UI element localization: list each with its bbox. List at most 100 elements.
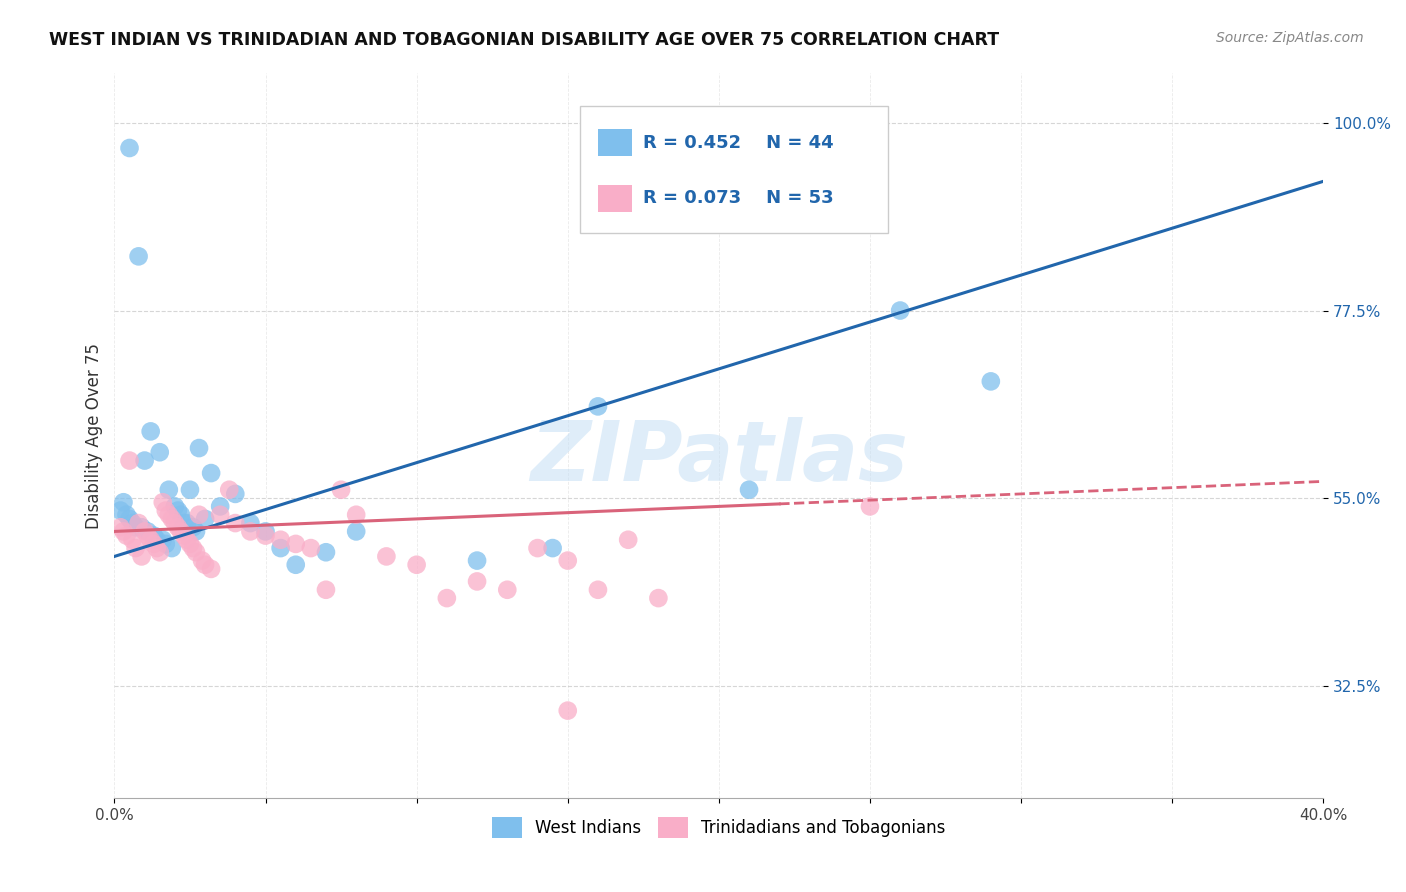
Point	[142, 528, 165, 542]
Point	[188, 441, 211, 455]
Point	[254, 524, 277, 539]
Point	[157, 508, 180, 522]
Point	[152, 533, 174, 547]
Point	[194, 512, 217, 526]
Point	[254, 528, 277, 542]
Point	[191, 553, 214, 567]
Point	[167, 520, 190, 534]
Point	[496, 582, 519, 597]
Point	[181, 520, 204, 534]
Point	[155, 537, 177, 551]
Text: Source: ZipAtlas.com: Source: ZipAtlas.com	[1216, 31, 1364, 45]
Point	[152, 495, 174, 509]
Text: WEST INDIAN VS TRINIDADIAN AND TOBAGONIAN DISABILITY AGE OVER 75 CORRELATION CHA: WEST INDIAN VS TRINIDADIAN AND TOBAGONIA…	[49, 31, 1000, 49]
Point	[121, 533, 143, 547]
Point	[617, 533, 640, 547]
Point	[124, 541, 146, 555]
Point	[136, 524, 159, 539]
Point	[330, 483, 353, 497]
Point	[115, 508, 138, 522]
Point	[980, 375, 1002, 389]
Point	[110, 503, 132, 517]
Bar	[598, 185, 631, 212]
FancyBboxPatch shape	[579, 105, 889, 233]
Point	[128, 516, 150, 530]
Point	[209, 508, 232, 522]
Point	[167, 503, 190, 517]
Point	[118, 141, 141, 155]
Point	[557, 553, 579, 567]
Text: R = 0.452    N = 44: R = 0.452 N = 44	[643, 134, 834, 152]
Point	[184, 524, 207, 539]
Point	[344, 508, 367, 522]
Legend: West Indians, Trinidadians and Tobagonians: West Indians, Trinidadians and Tobagonia…	[485, 811, 952, 844]
Point	[173, 516, 195, 530]
Point	[163, 500, 186, 514]
Point	[375, 549, 398, 564]
Point	[315, 582, 337, 597]
Point	[224, 487, 246, 501]
Point	[145, 533, 167, 547]
Point	[160, 541, 183, 555]
Point	[436, 591, 458, 606]
Point	[115, 528, 138, 542]
Point	[173, 528, 195, 542]
Point	[176, 516, 198, 530]
Point	[270, 541, 292, 555]
Text: ZIPatlas: ZIPatlas	[530, 417, 908, 498]
Point	[145, 541, 167, 555]
Point	[188, 508, 211, 522]
Bar	[598, 128, 631, 156]
Text: R = 0.073    N = 53: R = 0.073 N = 53	[643, 189, 834, 208]
Point	[118, 453, 141, 467]
Point	[315, 545, 337, 559]
Point	[170, 524, 193, 539]
Point	[176, 533, 198, 547]
Point	[194, 558, 217, 572]
Point	[647, 591, 669, 606]
Point	[112, 524, 135, 539]
Point	[134, 453, 156, 467]
Point	[889, 303, 911, 318]
Point	[200, 466, 222, 480]
Point	[270, 533, 292, 547]
Point	[124, 520, 146, 534]
Point	[139, 533, 162, 547]
Point	[118, 512, 141, 526]
Point	[465, 553, 488, 567]
Point	[142, 537, 165, 551]
Point	[157, 483, 180, 497]
Point	[121, 516, 143, 530]
Point	[586, 582, 609, 597]
Point	[163, 516, 186, 530]
Point	[134, 524, 156, 539]
Point	[131, 520, 153, 534]
Point	[179, 537, 201, 551]
Point	[239, 516, 262, 530]
Y-axis label: Disability Age Over 75: Disability Age Over 75	[86, 343, 103, 529]
Point	[239, 524, 262, 539]
Point	[181, 541, 204, 555]
Point	[284, 558, 307, 572]
Point	[136, 528, 159, 542]
Point	[299, 541, 322, 555]
Point	[405, 558, 427, 572]
Point	[128, 249, 150, 263]
Point	[541, 541, 564, 555]
Point	[218, 483, 240, 497]
Point	[224, 516, 246, 530]
Point	[284, 537, 307, 551]
Point	[139, 425, 162, 439]
Point	[110, 520, 132, 534]
Point	[179, 483, 201, 497]
Point	[209, 500, 232, 514]
Point	[344, 524, 367, 539]
Point	[586, 400, 609, 414]
Point	[738, 483, 761, 497]
Point	[112, 495, 135, 509]
Point	[465, 574, 488, 589]
Point	[170, 508, 193, 522]
Point	[160, 512, 183, 526]
Point	[131, 549, 153, 564]
Point	[526, 541, 548, 555]
